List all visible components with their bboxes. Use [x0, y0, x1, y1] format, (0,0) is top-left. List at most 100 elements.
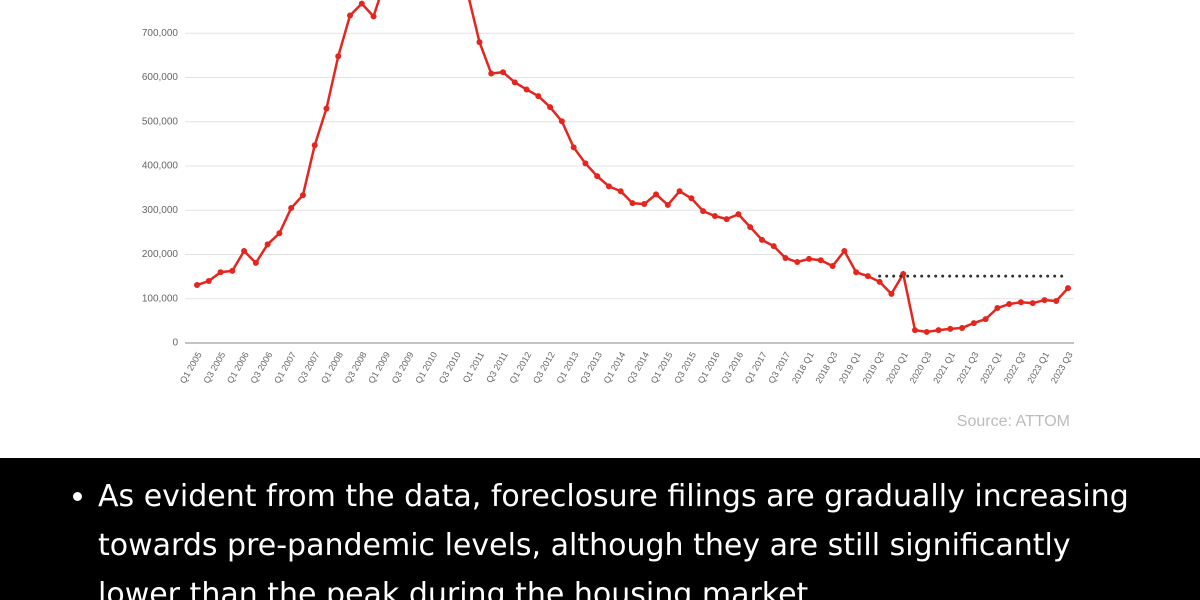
x-tick-label: Q3 2013 [578, 350, 604, 385]
point [594, 173, 601, 180]
x-tick-label: 2018 Q1 [790, 350, 816, 385]
x-tick-label: Q1 2014 [602, 350, 628, 385]
bullet: As evident from the data, foreclosure fi… [98, 472, 1140, 600]
x-tick-label: 2019 Q3 [861, 350, 887, 385]
x-tick-label: 2022 Q3 [1002, 350, 1028, 385]
point [511, 79, 518, 86]
x-tick-label: Q3 2016 [719, 350, 745, 385]
point [252, 259, 259, 266]
point [582, 160, 589, 167]
point [1006, 301, 1013, 308]
point [641, 201, 648, 208]
point [205, 278, 212, 285]
bullet-list: As evident from the data, foreclosure fi… [0, 458, 1200, 600]
x-tick-label: Q1 2016 [696, 350, 722, 385]
point [758, 236, 765, 243]
point [947, 325, 954, 332]
point [629, 200, 636, 207]
point [664, 201, 671, 208]
point [358, 0, 365, 7]
point [288, 205, 295, 212]
point [523, 86, 530, 93]
x-tick-label: Q3 2015 [672, 350, 698, 385]
x-tick-label: 2021 Q1 [931, 350, 957, 385]
point [676, 188, 683, 195]
point [653, 191, 660, 198]
x-tick-label: 2022 Q1 [978, 350, 1004, 385]
point [711, 213, 718, 220]
point [535, 93, 542, 100]
point [700, 208, 707, 215]
point [617, 188, 624, 195]
point [782, 255, 789, 262]
point [735, 211, 742, 218]
x-tick-label: 2018 Q3 [813, 350, 839, 385]
point [276, 230, 283, 237]
point [217, 269, 224, 276]
point [970, 320, 977, 327]
point [299, 192, 306, 199]
point [241, 247, 248, 254]
source: Source: ATTOM [957, 413, 1070, 430]
point [311, 142, 318, 149]
point [994, 305, 1001, 312]
x-tick-label: Q3 2012 [531, 350, 557, 385]
point [370, 13, 377, 20]
point [488, 70, 495, 77]
x-tick-label: 2019 Q1 [837, 350, 863, 385]
x-tick-label: Q1 2006 [225, 350, 251, 385]
point [558, 118, 565, 125]
point [959, 324, 966, 331]
x-tick-label: Q3 2010 [437, 350, 463, 385]
point [547, 104, 554, 111]
x-tick-label: Q3 2014 [625, 350, 651, 385]
point [911, 327, 918, 334]
y-tick-label: 700,000 [142, 28, 179, 39]
point [723, 216, 730, 223]
point [323, 105, 330, 112]
x-tick-label: Q1 2011 [461, 350, 487, 384]
point [794, 259, 801, 266]
y-tick-label: 200,000 [142, 249, 179, 260]
x-tick-label: Q1 2009 [366, 350, 392, 385]
point [264, 241, 271, 248]
x-tick-label: Q3 2011 [484, 350, 510, 384]
x-tick-label: Q1 2015 [649, 350, 675, 385]
x-tick-label: Q1 2008 [319, 350, 345, 385]
point [817, 257, 824, 264]
y-tick-label: 0 [172, 338, 178, 349]
x-tick-label: Q3 2009 [390, 350, 416, 385]
y-tick-label: 600,000 [142, 72, 179, 83]
x-tick-label: Q1 2017 [743, 350, 769, 385]
point [347, 12, 354, 19]
point [770, 243, 777, 250]
x-tick-label: 2020 Q3 [908, 350, 934, 385]
point [888, 290, 895, 297]
caption-box: As evident from the data, foreclosure fi… [0, 458, 1200, 600]
x-tick-label: 2021 Q3 [955, 350, 981, 385]
x-tick-label: Q3 2008 [343, 350, 369, 385]
point [335, 53, 342, 60]
x-tick-label: Q1 2012 [507, 350, 533, 385]
y-tick-label: 500,000 [142, 116, 179, 127]
point [806, 255, 813, 262]
point [1065, 285, 1071, 292]
x-tick-label: Q1 2013 [555, 350, 581, 385]
point [829, 263, 836, 270]
point [853, 269, 860, 276]
y-tick-label: 300,000 [142, 205, 179, 216]
point [747, 224, 754, 231]
x-tick-label: Q3 2007 [296, 350, 322, 385]
point [876, 278, 883, 285]
point [841, 247, 848, 254]
point [500, 69, 507, 76]
point [1029, 300, 1036, 307]
x-tick-label: 2023 Q1 [1025, 350, 1051, 385]
y-tick-label: 100,000 [142, 293, 179, 304]
point [605, 183, 612, 190]
point [688, 195, 695, 202]
x-tick-label: Q1 2005 [178, 350, 204, 385]
point [935, 327, 942, 334]
x-tick-label: Q1 2007 [272, 350, 298, 385]
